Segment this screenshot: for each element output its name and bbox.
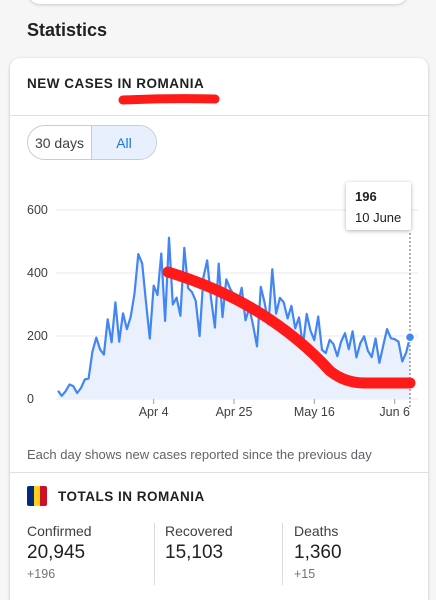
card-header: NEW CASES IN ROMANIA xyxy=(10,58,428,116)
deaths-label: Deaths xyxy=(294,523,339,539)
tooltip-date: 10 June xyxy=(355,210,402,225)
section-divider xyxy=(10,472,428,473)
trend-annotation-stroke xyxy=(162,266,416,389)
confirmed-label: Confirmed xyxy=(27,523,92,539)
section-title: Statistics xyxy=(27,20,108,40)
confirmed-stat: Confirmed 20,945 +196 xyxy=(27,523,92,589)
recovered-label: Recovered xyxy=(165,523,233,539)
stat-divider xyxy=(282,523,283,585)
area-fill xyxy=(58,237,410,399)
y-tick-label: 0 xyxy=(27,392,34,406)
recovered-value: 15,103 xyxy=(165,542,224,563)
range-all-button[interactable]: All xyxy=(92,126,156,159)
confirmed-delta: +196 xyxy=(27,567,56,581)
romania-flag-icon xyxy=(27,486,47,506)
confirmed-value: 20,945 xyxy=(27,542,86,563)
y-tick-label: 600 xyxy=(27,203,48,217)
range-toggle[interactable]: 30 days All xyxy=(27,125,157,160)
title-underline-annotation xyxy=(118,94,220,105)
hover-point xyxy=(404,332,416,343)
totals-title: TOTALS IN ROMANIA xyxy=(58,489,205,504)
x-tick-label: May 16 xyxy=(294,405,335,419)
x-tick-label: Jun 6 xyxy=(379,405,410,419)
new-cases-card: NEW CASES IN ROMANIA 30 days All 0 200 400… xyxy=(10,58,428,600)
new-cases-chart[interactable]: 0 200 400 600 Apr 4 Apr 25 May 16 Jun 6 xyxy=(10,178,428,448)
deaths-value: 1,360 xyxy=(294,542,342,563)
previous-card-edge xyxy=(28,0,408,4)
x-tick-label: Apr 4 xyxy=(139,405,169,419)
deaths-stat: Deaths 1,360 +15 xyxy=(294,523,342,589)
recovered-stat: Recovered 15,103 xyxy=(165,523,233,589)
deaths-delta: +15 xyxy=(294,567,316,581)
stat-divider xyxy=(154,523,155,585)
y-tick-label: 400 xyxy=(27,266,48,280)
chart-tooltip: 196 10 June xyxy=(346,182,411,230)
range-30-days-button[interactable]: 30 days xyxy=(28,126,92,159)
chart-footnote: Each day shows new cases reported since … xyxy=(27,447,372,462)
x-tick-label: Apr 25 xyxy=(216,405,253,419)
card-title: NEW CASES IN ROMANIA xyxy=(27,76,205,91)
tooltip-value: 196 xyxy=(355,189,377,204)
y-tick-label: 200 xyxy=(27,329,48,343)
